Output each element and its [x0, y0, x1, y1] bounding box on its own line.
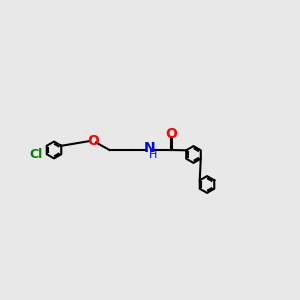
Text: O: O [165, 127, 177, 140]
Text: N: N [144, 142, 156, 155]
Text: O: O [87, 134, 99, 148]
Text: H: H [149, 150, 157, 161]
Text: Cl: Cl [29, 148, 42, 161]
